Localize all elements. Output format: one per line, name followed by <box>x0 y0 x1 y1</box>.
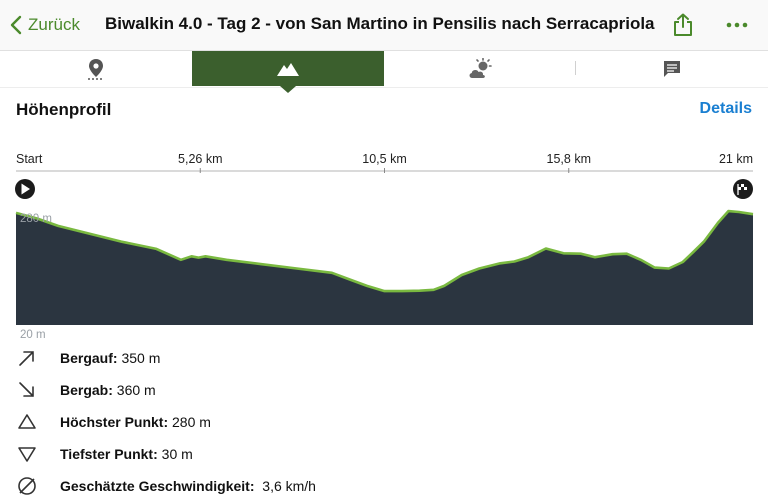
stat-value: 360 m <box>116 382 156 398</box>
comment-icon <box>664 60 680 77</box>
arrow-up-right-icon <box>19 351 34 366</box>
x-tick-label: 5,26 km <box>178 152 222 166</box>
stat-value: 350 m <box>121 350 161 366</box>
back-label: Zurück <box>28 15 80 34</box>
stat-ascent: Bergauf: 350 m <box>0 346 768 370</box>
stat-speed: Geschätzte Geschwindigkeit: 3,6 km/h <box>0 474 768 498</box>
chevron-left-icon <box>10 15 22 35</box>
x-tick-label: 21 km <box>719 152 753 166</box>
stat-label: Höchster Punkt: <box>60 414 169 430</box>
play-flag-icon <box>15 179 35 199</box>
y-top-label: 280 m <box>20 213 52 225</box>
tab-weather[interactable] <box>384 51 576 86</box>
x-tick-label: 15,8 km <box>547 152 591 166</box>
stat-descent: Bergab: 360 m <box>0 378 768 402</box>
stat-label: Bergab: <box>60 382 113 398</box>
elevation-area <box>16 211 753 325</box>
tab-comments[interactable] <box>576 51 768 86</box>
stat-label: Bergauf: <box>60 350 118 366</box>
arrow-down-right-icon <box>19 382 34 397</box>
active-tab-indicator <box>280 86 296 93</box>
details-link[interactable]: Details <box>699 100 752 117</box>
stat-lowest: Tiefster Punkt: 30 m <box>0 442 768 466</box>
stat-label: Geschätzte Geschwindigkeit: <box>60 478 255 494</box>
share-icon[interactable] <box>672 13 694 37</box>
speed-icon <box>18 477 36 495</box>
finish-flag-icon <box>733 179 753 199</box>
triangle-up-icon <box>18 414 36 429</box>
y-bottom-label: 20 m <box>20 329 46 341</box>
triangle-down-icon <box>18 447 36 462</box>
map-pin-icon <box>88 58 104 80</box>
stat-label: Tiefster Punkt: <box>60 446 158 462</box>
page-title: Biwalkin 4.0 - Tag 2 - von San Martino i… <box>105 14 655 33</box>
tab-map[interactable] <box>0 51 192 86</box>
back-button[interactable]: Zurück <box>10 12 80 38</box>
x-tick-label: 10,5 km <box>362 152 406 166</box>
stat-highest: Höchster Punkt: 280 m <box>0 410 768 434</box>
stat-value: 280 m <box>172 414 211 430</box>
stat-value: 30 m <box>161 446 193 462</box>
section-title: Höhenprofil <box>16 100 112 119</box>
elevation-chart: Start 5,26 km 10,5 km 15,8 km 21 km 280 m 20 … <box>15 152 754 341</box>
tab-elevation[interactable] <box>192 51 384 86</box>
more-icon[interactable] <box>724 16 750 34</box>
tab-bar <box>0 51 768 88</box>
x-tick-label: Start <box>16 152 43 166</box>
mountain-icon <box>277 62 299 76</box>
weather-icon <box>469 57 492 78</box>
navigation-bar: Zurück Biwalkin 4.0 - Tag 2 - von San Ma… <box>0 0 768 51</box>
elevation-line <box>15 209 754 293</box>
stat-value: 3,6 km/h <box>262 478 316 494</box>
tab-divider <box>575 61 576 75</box>
